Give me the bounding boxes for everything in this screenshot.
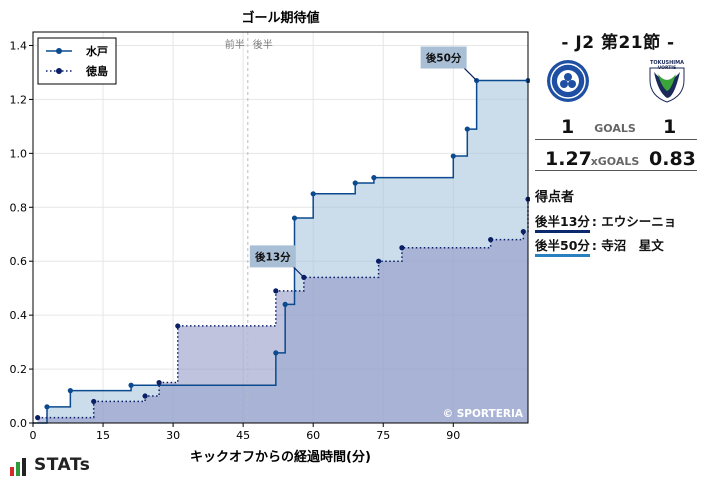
y-tick-label: 1.2 (10, 93, 28, 106)
annotation-box (420, 46, 467, 69)
first-half-label: 前半 (225, 38, 245, 51)
series-point-mito (128, 382, 134, 388)
scorer-row: 後半13分: エウシーニョ (535, 211, 676, 233)
y-tick-label: 1.0 (10, 147, 28, 160)
y-tick-label: 0.2 (10, 363, 28, 376)
x-axis-label: キックオフからの経過時間(分) (190, 449, 371, 465)
legend-box (37, 37, 117, 85)
legend-label-tokushima: 徳島 (85, 64, 108, 78)
score-divider-1 (535, 139, 697, 140)
x-tick-label: 0 (30, 429, 37, 442)
match-title: - J2 第21節 - (561, 33, 675, 53)
x-tick-label: 90 (446, 429, 460, 442)
series-markers (35, 77, 530, 421)
score-divider-2 (535, 170, 697, 171)
series-point-mito (371, 175, 377, 181)
scorer-time: 後半13分 (535, 211, 590, 233)
series-point-mito (464, 126, 470, 132)
x-tick-label: 45 (236, 429, 250, 442)
series-line-tokushima (37, 199, 529, 419)
mito-hollyhock-badge-icon (547, 60, 589, 102)
x-tick-label: 60 (306, 429, 320, 442)
legend-marker-mito (56, 48, 62, 54)
y-tick-label: 0.6 (10, 255, 28, 268)
series-point-tokushima (175, 323, 181, 329)
series-point-tokushima (142, 393, 148, 399)
series-point-tokushima (375, 258, 382, 264)
annotation-label: 後50分 (425, 52, 462, 65)
xgoals-row: 1.27 xGOALS 0.83 (533, 148, 697, 172)
x-tick-label: 30 (166, 429, 180, 442)
series-point-mito (273, 350, 279, 356)
annotation-box (249, 245, 296, 268)
away-goals: 1 (663, 116, 677, 138)
series-point-mito (310, 191, 316, 197)
away-badge-text-2: VORTIS (658, 65, 676, 71)
series-point-mito (282, 301, 288, 307)
annotations: 後13分 後50分 (249, 46, 478, 278)
series-line-mito (33, 79, 528, 424)
stats-logo-text: STATs (34, 455, 91, 475)
goals-row: 1 GOALS 1 (533, 116, 697, 140)
y-ticks: 0.0 0.2 0.4 0.6 0.8 1.0 1.2 1.4 (10, 39, 33, 430)
x-tick-label: 15 (96, 429, 110, 442)
series-point-mito (352, 180, 358, 186)
series-fill-tokushima (37, 199, 529, 423)
home-xg: 1.27 (545, 148, 592, 170)
watermark: © SPORTERIA (443, 408, 524, 420)
series-point-mito (67, 388, 73, 394)
y-tick-label: 0.4 (10, 309, 28, 322)
x-tick-label: 75 (376, 429, 390, 442)
series-point-tokushima (35, 415, 41, 421)
series-point-tokushima (520, 228, 526, 235)
x-ticks: 0 15 30 45 60 75 90 (30, 423, 460, 442)
match-panel: - J2 第21節 - TOKUSHIMA VORTIS 1 GOALS 1 1… (533, 0, 703, 479)
series-point-tokushima (91, 398, 97, 405)
annotation-label: 後13分 (254, 250, 291, 263)
series-lines (33, 79, 529, 424)
scorer-time: 後半50分 (535, 235, 590, 257)
away-badge-text-1: TOKUSHIMA (650, 60, 684, 66)
away-xg: 0.83 (649, 148, 696, 170)
series-point-tokushima (156, 379, 162, 386)
stats-logo-icon (10, 458, 26, 476)
series-fills (33, 80, 529, 423)
scorers-title: 得点者 (535, 190, 575, 205)
chart-title: ゴール期待値 (241, 10, 319, 26)
plot-frame (32, 31, 529, 424)
y-tick-label: 1.4 (10, 39, 28, 52)
series-point-tokushima (488, 237, 494, 243)
y-tick-label: 0.8 (10, 201, 28, 214)
second-half-label: 後半 (253, 38, 273, 51)
legend-label-mito: 水戸 (86, 44, 108, 58)
home-goals: 1 (561, 116, 575, 138)
legend-marker-tokushima (56, 68, 62, 74)
xgoals-label: xGOALS (590, 155, 640, 168)
y-tick-label: 0.0 (10, 417, 28, 430)
scorer-name: : エウシーニョ (591, 214, 677, 229)
legend: 水戸 徳島 (37, 37, 117, 85)
series-point-tokushima (273, 288, 279, 294)
scorer-row: 後半50分: 寺沼 星文 (535, 235, 664, 257)
series-point-mito (450, 153, 456, 159)
goals-label: GOALS (594, 122, 636, 135)
series-point-mito (44, 404, 50, 410)
scorer-name: : 寺沼 星文 (591, 238, 664, 253)
series-point-mito (291, 215, 298, 221)
tokushima-vortis-badge-icon: TOKUSHIMA VORTIS (649, 60, 685, 103)
series-point-tokushima (399, 245, 405, 251)
